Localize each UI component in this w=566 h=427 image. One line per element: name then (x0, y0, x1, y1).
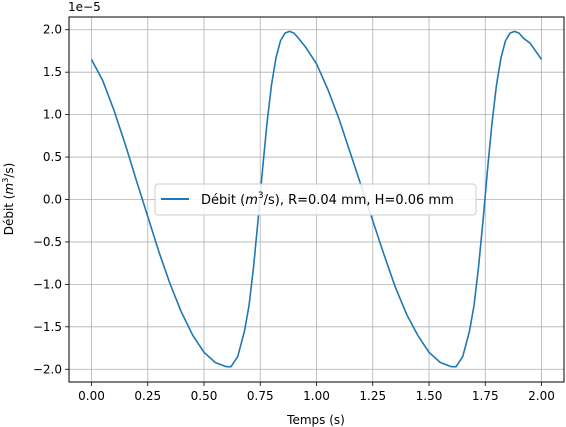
y-tick-label: 0.0 (43, 193, 62, 207)
legend-label-var: m (245, 193, 258, 208)
axis-ticks (65, 29, 542, 386)
y-axis-label-suffix: /s) (2, 163, 16, 178)
legend-label-suffix: /s), R=0.04 mm, H=0.06 mm (264, 193, 454, 208)
x-tick-label: 1.00 (303, 389, 330, 403)
legend-label-prefix: Débit ( (201, 193, 245, 208)
axis-tick-labels: 0.00 0.25 0.50 0.75 1.00 1.25 1.50 1.75 2.00 −2.0… (33, 23, 555, 403)
y-axis-label-exp: 3 (1, 178, 10, 183)
y-tick-label: −0.5 (33, 235, 62, 249)
x-tick-label: 0.50 (191, 389, 218, 403)
y-axis-label: Débit (m3/s) (1, 163, 16, 236)
legend: Débit (m3/s), R=0.04 mm, H=0.06 mm (154, 183, 477, 216)
y-axis-label-var: m (2, 183, 16, 195)
x-tick-label: 1.50 (416, 389, 443, 403)
y-axis-label-prefix: Débit ( (2, 195, 16, 236)
y-tick-label: −1.5 (33, 320, 62, 334)
x-tick-label: 0.00 (78, 389, 105, 403)
y-tick-label: 1.5 (43, 65, 62, 79)
y-tick-label: 2.0 (43, 23, 62, 37)
x-tick-label: 0.75 (247, 389, 274, 403)
y-tick-label: −2.0 (33, 362, 62, 376)
y-tick-label: 0.5 (43, 150, 62, 164)
legend-label: Débit (m3/s), R=0.04 mm, H=0.06 mm (201, 191, 454, 208)
x-tick-label: 0.25 (134, 389, 161, 403)
x-tick-label: 1.75 (472, 389, 499, 403)
y-tick-label: −1.0 (33, 277, 62, 291)
legend-box (154, 183, 477, 216)
x-tick-label: 1.25 (359, 389, 386, 403)
series-line (90, 30, 543, 368)
y-axis-offset-text: 1e−5 (68, 0, 101, 14)
legend-label-exp: 3 (258, 191, 264, 201)
x-axis-label: Temps (s) (286, 413, 345, 427)
y-tick-label: 1.0 (43, 108, 62, 122)
x-tick-label: 2.00 (528, 389, 555, 403)
series-line-group (90, 30, 543, 368)
